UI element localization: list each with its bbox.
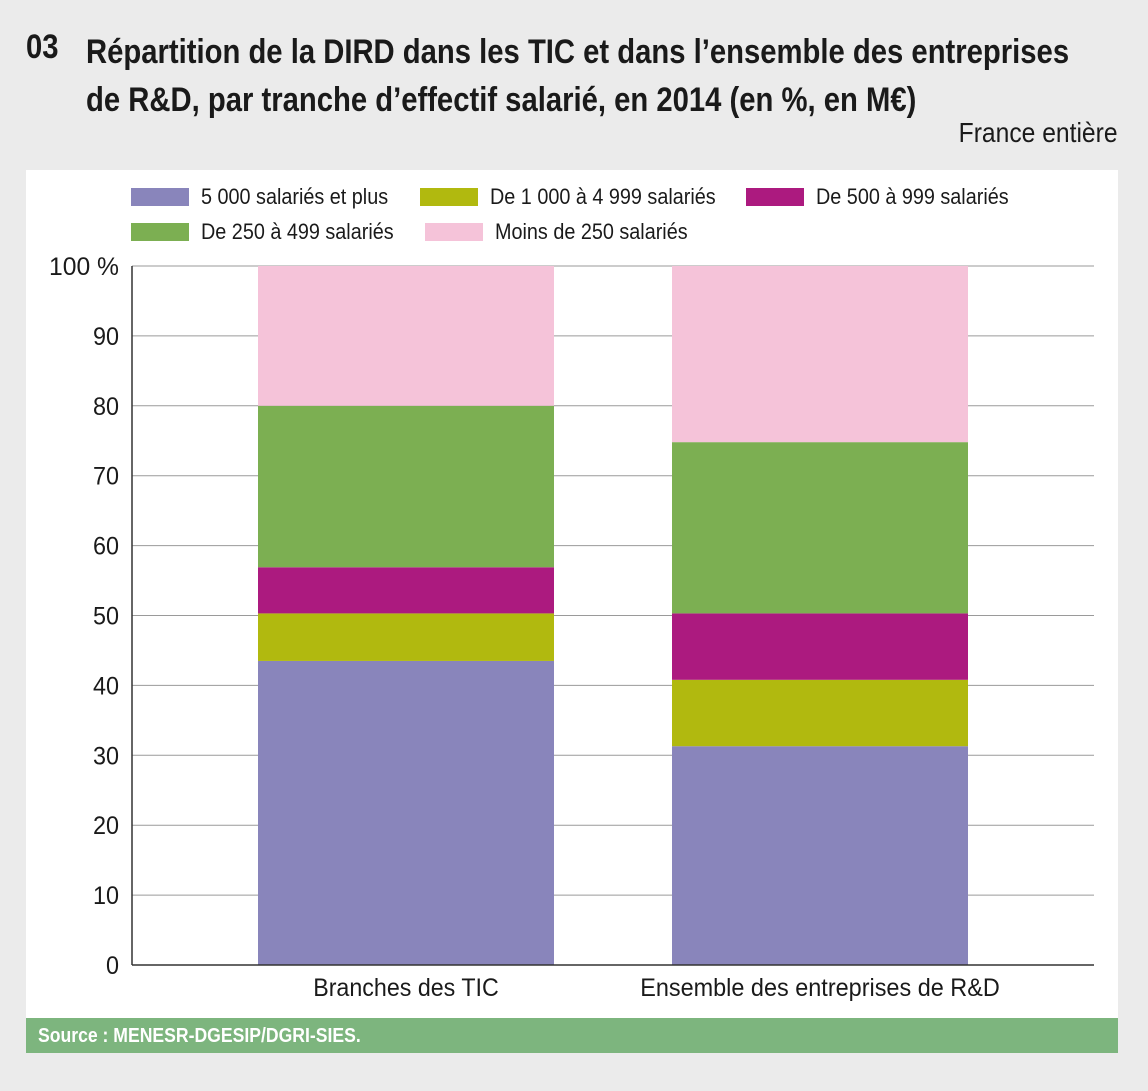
x-tick-label: Branches des TIC <box>313 974 499 1002</box>
legend-item-500-999: De 500 à 999 salariés <box>746 184 1030 210</box>
x-tick-labels: Branches des TIC Ensemble des entreprises… <box>313 974 1000 1002</box>
bar-segment <box>672 679 968 747</box>
y-tick-label: 70 <box>93 463 119 491</box>
legend-label: Moins de 250 salariés <box>495 219 688 244</box>
legend-swatch <box>131 223 189 241</box>
stacked-bar-chart: 0 10 20 30 40 50 60 70 80 90 100 % Branches des TI… <box>49 253 1094 1002</box>
bar-segment <box>258 405 554 568</box>
y-tick-label: 40 <box>93 672 119 700</box>
y-tick-label: 90 <box>93 323 119 351</box>
legend-label: 5 000 salariés et plus <box>201 184 389 209</box>
chart-title: Répartition de la DIRD dans les TIC et d… <box>86 28 1118 124</box>
chart-title-line-1: Répartition de la DIRD dans les TIC et d… <box>86 33 1070 71</box>
bar-segment <box>258 613 554 661</box>
y-tick-label: 60 <box>93 533 119 561</box>
legend-label: De 250 à 499 salariés <box>201 219 394 244</box>
legend-swatch <box>420 188 478 206</box>
legend: 5 000 salariés et plus De 1 000 à 4 999 … <box>26 170 1118 250</box>
bars <box>258 266 968 965</box>
y-tick-label: 0 <box>106 952 119 980</box>
legend-label: De 500 à 999 salariés <box>816 184 1009 209</box>
legend-swatch <box>131 188 189 206</box>
legend-label: De 1 000 à 4 999 salariés <box>490 184 716 209</box>
y-tick-label: 10 <box>93 882 119 910</box>
y-tick-label: 20 <box>93 812 119 840</box>
legend-item-1000-4999: De 1 000 à 4 999 salariés <box>420 184 741 210</box>
y-tick-label: 100 % <box>49 253 119 281</box>
y-tick-labels: 0 10 20 30 40 50 60 70 80 90 100 % <box>49 253 119 980</box>
legend-swatch <box>746 188 804 206</box>
bar-segment <box>258 660 554 965</box>
scope-label: France entière <box>959 117 1118 148</box>
axes <box>131 266 1094 966</box>
source-text: Source : MENESR-DGESIP/DGRI-SIES. <box>38 1025 361 1047</box>
source-bar: Source : MENESR-DGESIP/DGRI-SIES. <box>26 1018 1118 1053</box>
legend-item-250-499: De 250 à 499 salariés <box>131 219 415 245</box>
y-tick-label: 80 <box>93 393 119 421</box>
x-tick-label: Ensemble des entreprises de R&D <box>640 974 1000 1002</box>
y-tick-label: 50 <box>93 603 119 631</box>
bar-segment <box>258 567 554 614</box>
figure-number: 03 <box>26 28 59 66</box>
legend-item-moins-250: Moins de 250 salariés <box>425 219 709 245</box>
bar-segment <box>258 266 554 406</box>
legend-swatch <box>425 223 483 241</box>
legend-item-5000-plus: 5 000 salariés et plus <box>131 184 409 210</box>
y-tick-label: 30 <box>93 742 119 770</box>
bar-segment <box>672 442 968 614</box>
bar-segment <box>672 266 968 443</box>
bar-segment <box>672 613 968 680</box>
chart-title-line-2: de R&D, par tranche d’effectif salarié, … <box>86 81 917 119</box>
chart-panel: 5 000 salariés et plus De 1 000 à 4 999 … <box>26 170 1118 1018</box>
bar-segment <box>672 746 968 965</box>
